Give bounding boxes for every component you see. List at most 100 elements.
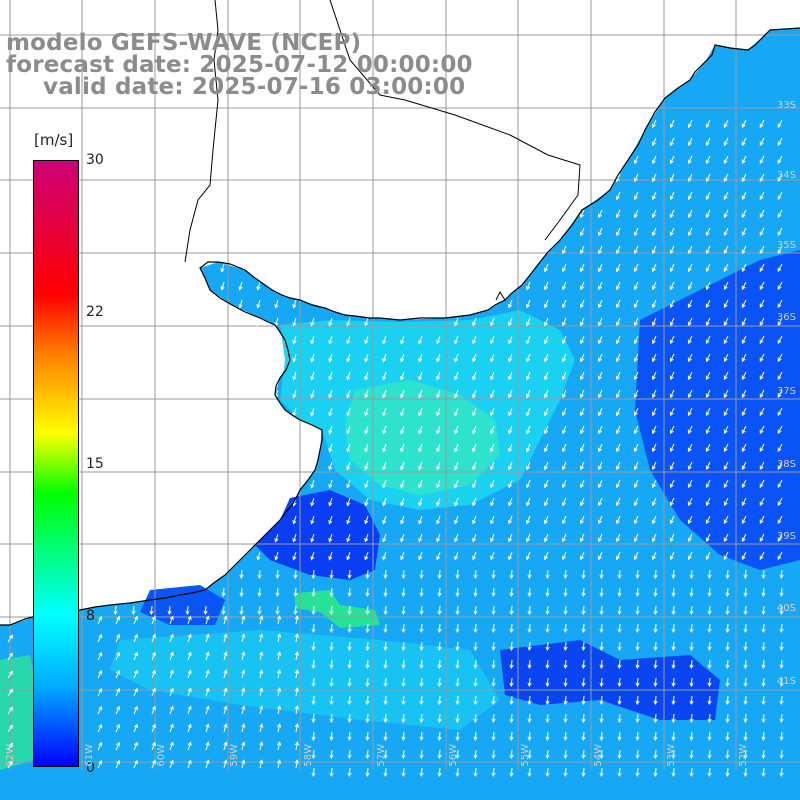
wind-arrow (653, 623, 658, 634)
wind-arrow (294, 759, 300, 769)
wind-arrow (276, 687, 282, 697)
wind-arrow (294, 651, 300, 661)
wind-arrow (653, 731, 658, 742)
wind-arrow (562, 533, 567, 543)
wind-arrow (509, 659, 514, 670)
wind-arrow (256, 299, 261, 309)
wind-arrow (149, 605, 154, 616)
wind-arrow (689, 749, 694, 760)
wind-arrow (615, 479, 621, 489)
wind-arrow (669, 299, 675, 309)
wind-arrow (725, 731, 730, 742)
wind-arrow (615, 533, 621, 543)
wind-arrow (581, 605, 586, 616)
wind-arrow (311, 659, 316, 670)
wind-arrow (239, 587, 244, 598)
wind-arrow (687, 317, 693, 327)
wind-arrow (743, 623, 748, 634)
wind-arrow (311, 569, 316, 580)
wind-arrow (97, 723, 103, 733)
wind-arrow (509, 767, 514, 778)
wind-arrow (562, 263, 567, 273)
wind-arrow (759, 425, 765, 435)
wind-arrow (364, 389, 369, 399)
wind-arrow (437, 659, 442, 670)
wind-arrow (491, 623, 496, 634)
wind-arrow (544, 299, 549, 309)
wind-arrow (241, 669, 246, 679)
wind-arrow (187, 633, 192, 643)
wind-arrow (544, 353, 549, 363)
wind-arrow (259, 759, 264, 769)
wind-arrow (490, 443, 495, 453)
wind-arrow (436, 371, 441, 381)
wind-arrow (743, 659, 748, 670)
wind-arrow (259, 651, 264, 661)
wind-arrow (454, 335, 459, 345)
wind-arrow (579, 335, 585, 345)
wind-arrow (437, 749, 442, 760)
wind-arrow (597, 407, 603, 417)
wind-arrow (581, 749, 586, 760)
wind-arrow (310, 389, 315, 399)
wind-arrow (472, 353, 477, 363)
wind-arrow (419, 587, 424, 598)
wind-arrow (455, 731, 460, 742)
wind-arrow (365, 767, 370, 778)
wind-arrow (723, 515, 729, 525)
title-forecast-date: forecast date: 2025-07-12 00:00:00 (6, 52, 473, 78)
wind-arrow (491, 749, 496, 760)
wind-arrow (259, 741, 264, 751)
wind-arrow (401, 767, 406, 778)
wind-arrow (508, 371, 513, 381)
wind-arrow (419, 659, 424, 670)
wind-arrow (743, 677, 748, 688)
wind-arrow (292, 371, 297, 381)
wind-arrow (526, 443, 531, 453)
wind-arrow (759, 533, 765, 543)
wind-arrow (725, 623, 730, 634)
wind-arrow (581, 767, 586, 778)
wind-arrow (777, 407, 783, 417)
wind-arrow (653, 695, 658, 706)
wind-arrow (454, 317, 459, 327)
wind-arrow (509, 731, 514, 742)
wind-arrow (563, 749, 568, 760)
wind-arrow (259, 705, 264, 715)
wind-arrow (599, 695, 604, 706)
wind-arrow (563, 677, 568, 688)
wind-arrow (169, 615, 174, 625)
wind-arrow (741, 551, 747, 561)
wind-arrow (364, 533, 369, 543)
wind-arrow (707, 605, 712, 616)
wind-arrow (777, 443, 783, 453)
wind-arrow (617, 587, 622, 598)
wind-arrow (241, 759, 246, 769)
wind-arrow (115, 741, 121, 751)
wind-arrow (294, 633, 300, 643)
colorbar-tick-8: 8 (86, 608, 95, 624)
wind-arrow (579, 317, 585, 327)
wind-arrow (436, 425, 441, 435)
wind-arrow (545, 731, 550, 742)
wind-arrow (310, 551, 315, 561)
wind-arrow (579, 227, 585, 237)
wind-arrow (779, 767, 784, 778)
wind-arrow (544, 281, 549, 291)
wind-arrow (346, 407, 351, 417)
wind-arrow (401, 623, 406, 634)
wind-arrow (329, 569, 334, 580)
wind-arrow (347, 569, 352, 580)
wind-arrow (418, 533, 423, 543)
wind-arrow (311, 749, 316, 760)
wind-arrow (562, 497, 567, 507)
wind-arrow (400, 371, 405, 381)
wind-arrow (689, 713, 694, 724)
wind-arrow (705, 137, 711, 147)
wind-arrow (382, 497, 387, 507)
wind-arrow (705, 407, 711, 417)
wind-arrow (400, 407, 405, 417)
wind-arrow (383, 713, 388, 724)
wind-arrow (544, 461, 549, 471)
wind-arrow (759, 389, 765, 399)
